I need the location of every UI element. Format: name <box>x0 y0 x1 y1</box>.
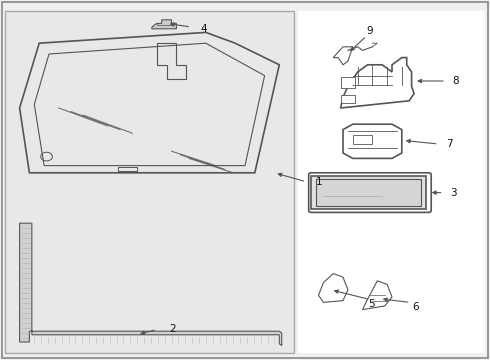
Polygon shape <box>5 11 294 353</box>
Polygon shape <box>298 11 485 353</box>
Text: 6: 6 <box>412 302 419 312</box>
Text: 3: 3 <box>450 188 457 198</box>
Polygon shape <box>20 223 282 346</box>
Text: 8: 8 <box>452 76 459 86</box>
Text: 5: 5 <box>368 299 375 309</box>
Polygon shape <box>152 20 176 29</box>
Text: 7: 7 <box>446 139 453 149</box>
FancyBboxPatch shape <box>353 135 372 144</box>
Text: 4: 4 <box>201 24 208 34</box>
Text: 2: 2 <box>169 324 176 334</box>
FancyBboxPatch shape <box>316 179 421 206</box>
FancyBboxPatch shape <box>341 95 355 103</box>
FancyBboxPatch shape <box>118 167 137 171</box>
FancyBboxPatch shape <box>341 77 355 88</box>
Text: 9: 9 <box>366 26 373 36</box>
Polygon shape <box>311 176 426 209</box>
Text: 1: 1 <box>316 177 323 187</box>
